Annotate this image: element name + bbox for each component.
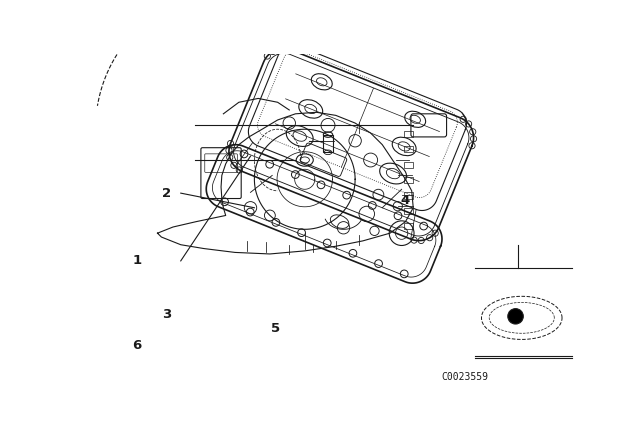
Text: 6: 6 — [132, 339, 141, 352]
Text: 5: 5 — [271, 322, 280, 335]
Bar — [404, 177, 413, 183]
Bar — [404, 208, 413, 214]
Bar — [404, 131, 413, 137]
Bar — [404, 223, 413, 229]
Text: 2: 2 — [162, 187, 172, 200]
Bar — [404, 146, 413, 152]
Circle shape — [508, 309, 524, 324]
Text: 4: 4 — [400, 194, 410, 207]
Bar — [404, 192, 413, 198]
Bar — [323, 135, 333, 152]
Text: 3: 3 — [162, 308, 172, 321]
Bar — [404, 162, 413, 168]
Text: 1: 1 — [132, 254, 141, 267]
Text: C0023559: C0023559 — [441, 372, 488, 382]
